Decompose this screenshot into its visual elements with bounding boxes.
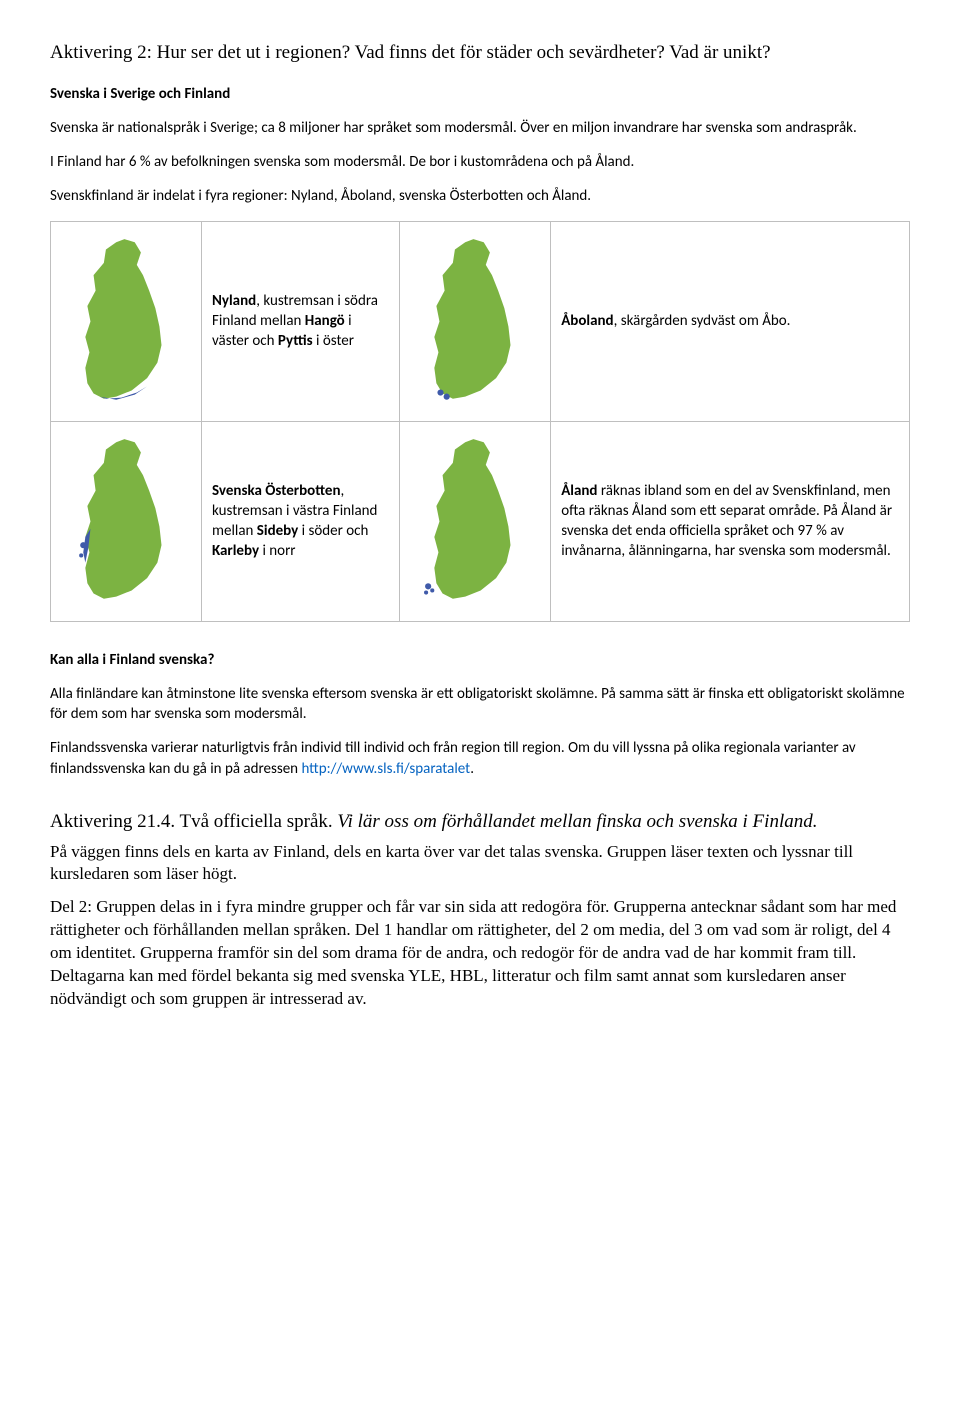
map-cell bbox=[51, 221, 202, 421]
text: . bbox=[470, 760, 474, 778]
regions-table: Nyland, kustremsan i södra Finland mella… bbox=[50, 221, 910, 622]
link[interactable]: http://www.sls.fi/sparatalet bbox=[301, 760, 470, 778]
text: räknas ibland som en del av Svenskfinlan… bbox=[561, 482, 892, 561]
region-desc: Åland räknas ibland som en del av Svensk… bbox=[551, 421, 910, 621]
region-desc: Nyland, kustremsan i södra Finland mella… bbox=[202, 221, 400, 421]
paragraph: Alla finländare kan åtminstone lite sven… bbox=[50, 684, 910, 725]
region-name: Nyland bbox=[212, 292, 256, 310]
paragraph: Svenska är nationalspråk i Sverige; ca 8… bbox=[50, 118, 910, 138]
text: i söder och bbox=[298, 522, 368, 540]
map-cell bbox=[400, 221, 551, 421]
place-name: Karleby bbox=[212, 542, 259, 560]
place-name: Pyttis bbox=[278, 332, 313, 350]
region-desc: Åboland, skärgården sydväst om Åbo. bbox=[551, 221, 910, 421]
subsection-heading: Aktivering 21.4. Två officiella språk. V… bbox=[50, 809, 910, 835]
region-desc: Svenska Österbotten, kustremsan i västra… bbox=[202, 421, 400, 621]
finland-map-icon bbox=[74, 434, 179, 609]
text-italic: Vi lär oss om förhållandet mellan finska… bbox=[337, 811, 817, 832]
section-heading-2: Kan alla i Finland svenska? bbox=[50, 650, 910, 670]
section-heading-1: Svenska i Sverige och Finland bbox=[50, 84, 910, 104]
text: i öster bbox=[313, 332, 354, 350]
page-title: Aktivering 2: Hur ser det ut i regionen?… bbox=[50, 40, 910, 66]
place-name: Sideby bbox=[257, 522, 298, 540]
finland-map-icon bbox=[423, 234, 528, 409]
map-cell bbox=[400, 421, 551, 621]
finland-map-icon bbox=[423, 434, 528, 609]
paragraph: Del 2: Gruppen delas in i fyra mindre gr… bbox=[50, 896, 910, 1011]
finland-map-icon bbox=[74, 234, 179, 409]
place-name: Hangö bbox=[305, 312, 345, 330]
region-name: Svenska Österbotten bbox=[212, 482, 341, 500]
paragraph: I Finland har 6 % av befolkningen svensk… bbox=[50, 152, 910, 172]
region-name: Åboland bbox=[561, 312, 613, 330]
region-name: Åland bbox=[561, 482, 597, 500]
text: , skärgården sydväst om Åbo. bbox=[614, 312, 791, 330]
text: Aktivering 21.4. Två officiella språk. bbox=[50, 811, 337, 832]
map-cell bbox=[51, 421, 202, 621]
paragraph: Finlandssvenska varierar naturligtvis fr… bbox=[50, 738, 910, 779]
text: i norr bbox=[259, 542, 295, 560]
paragraph: På väggen finns dels en karta av Finland… bbox=[50, 841, 910, 887]
paragraph: Svenskfinland är indelat i fyra regioner… bbox=[50, 186, 910, 206]
